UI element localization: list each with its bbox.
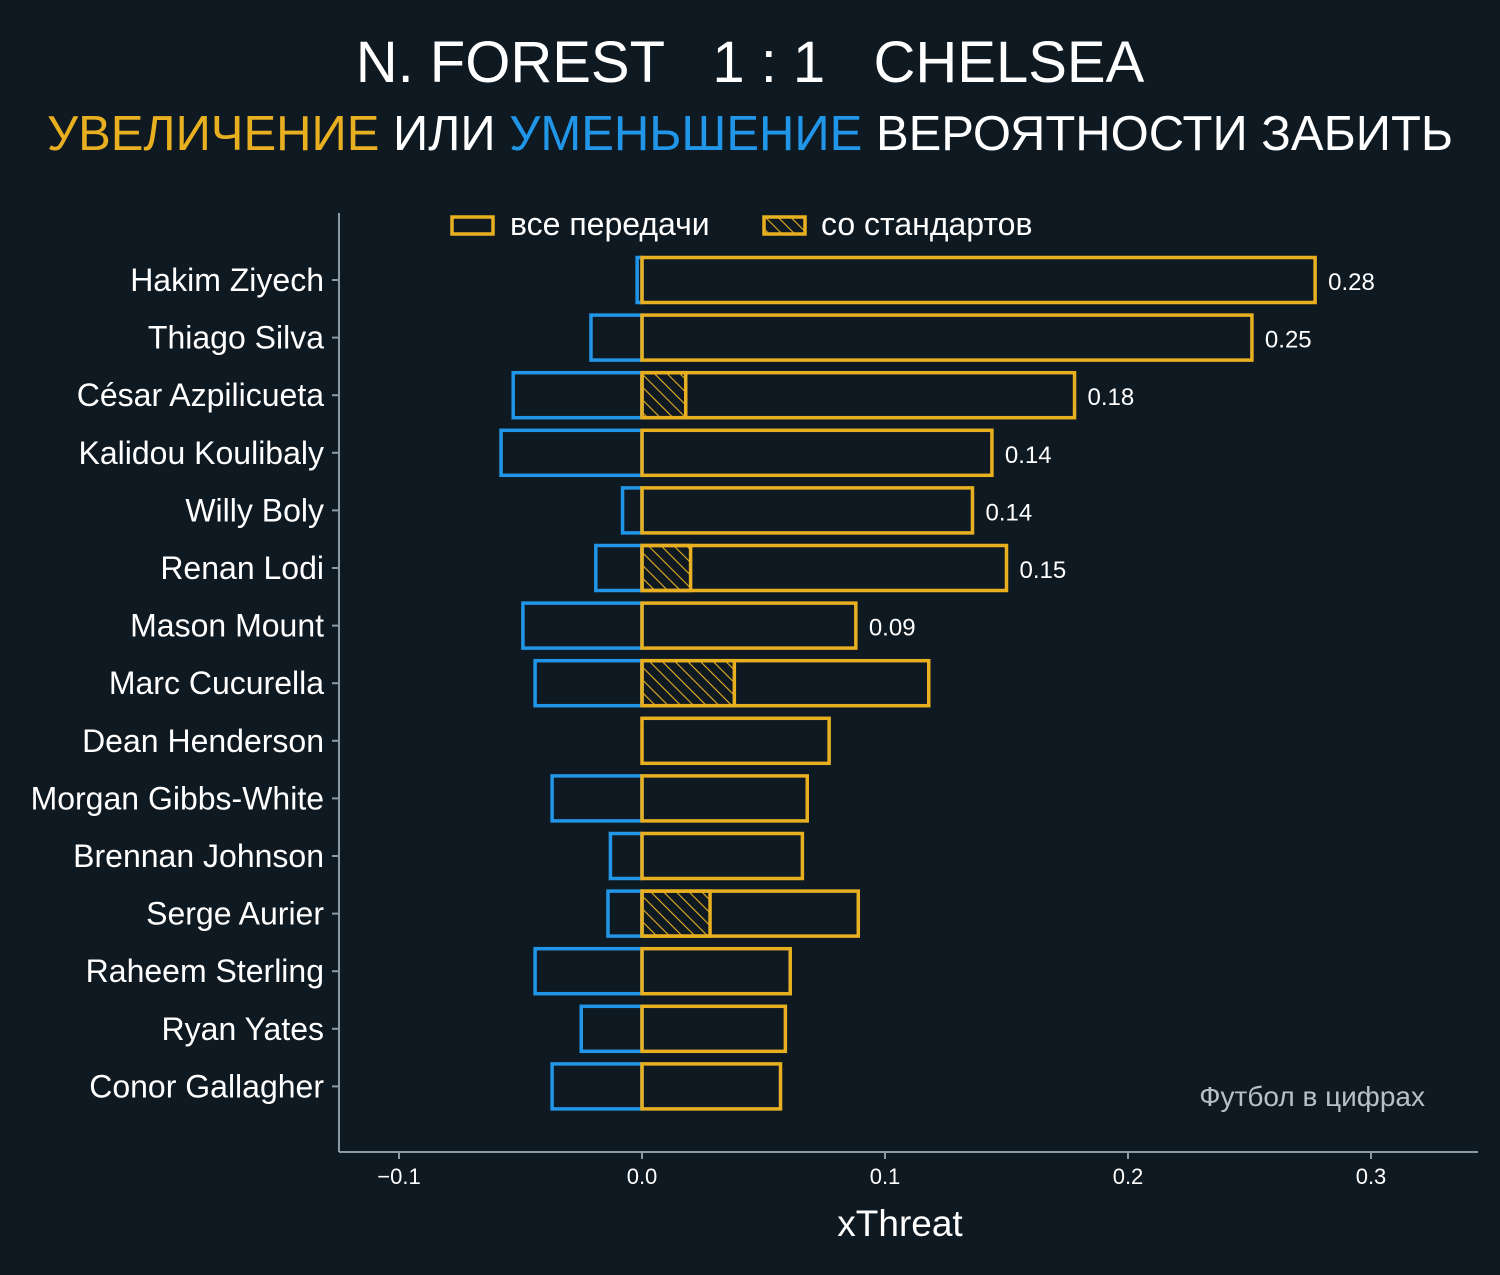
- bar-increase-thiago-silva: [640, 313, 1254, 362]
- x-ticks: −0.1 0.0 0.1 0.2 0.3: [377, 1152, 1386, 1189]
- player-label-marc-cucurella: Marc Cucurella: [109, 665, 324, 701]
- bar-increase-ryan-yates: [640, 1004, 788, 1054]
- player-label-kalidou-koulibaly: Kalidou Koulibaly: [79, 435, 325, 471]
- bar-increase-brennan-johnson: [640, 831, 805, 881]
- bar-increase-marc-cucurella: [640, 658, 931, 708]
- value-label-thiago-silva: 0.25: [1265, 327, 1312, 354]
- bar-decrease-mason-mount: [521, 601, 644, 650]
- value-label-cesar-azpilicueta: 0.18: [1088, 384, 1135, 411]
- bar-increase-serge-aurier: [640, 889, 861, 938]
- x-tick-label: 0.0: [627, 1164, 658, 1189]
- bar-increase-dean-henderson: [640, 716, 831, 766]
- bar-decrease-kalidou-koulibaly: [499, 428, 644, 478]
- credit-text: Футбол в цифрах: [1199, 1081, 1425, 1112]
- bar-set-pieces-cesar-azpilicueta: [640, 370, 688, 420]
- bar-increase-mason-mount: [640, 601, 858, 650]
- x-tick-label: 0.1: [870, 1164, 901, 1189]
- player-label-renan-lodi: Renan Lodi: [160, 550, 324, 586]
- value-labels: 0.28 0.25 0.18 0.14 0.14 0.15 0.09: [869, 269, 1375, 642]
- value-label-willy-boly: 0.14: [985, 499, 1032, 526]
- bar-decrease-brennan-johnson: [608, 831, 644, 881]
- value-label-renan-lodi: 0.15: [1020, 557, 1067, 584]
- player-label-morgan-gibbs-white: Morgan Gibbs-White: [31, 780, 324, 816]
- chart-subtitle: УВЕЛИЧЕНИЕ ИЛИ УМЕНЬШЕНИЕ ВЕРОЯТНОСТИ ЗА…: [0, 104, 1500, 164]
- player-label-hakim-ziyech: Hakim Ziyech: [130, 262, 324, 298]
- player-labels: Hakim Ziyech Thiago Silva César Azpilicuet…: [31, 262, 339, 1104]
- legend-swatch-all-passes: [450, 215, 495, 236]
- bar-increase-hakim-ziyech: [640, 255, 1317, 305]
- player-label-serge-aurier: Serge Aurier: [146, 896, 324, 932]
- bar-increase-willy-boly: [640, 486, 975, 535]
- player-label-dean-henderson: Dean Henderson: [82, 723, 324, 759]
- bar-decrease-raheem-sterling: [533, 946, 644, 996]
- bar-decrease-conor-gallagher: [550, 1062, 644, 1111]
- bar-decrease-morgan-gibbs-white: [550, 774, 644, 823]
- bar-increase-renan-lodi: [640, 543, 1009, 593]
- bar-decrease-serge-aurier: [606, 889, 644, 938]
- legend-swatch-set-pieces: [762, 215, 807, 236]
- bar-decrease-cesar-azpilicueta: [511, 370, 644, 420]
- bar-increase-raheem-sterling: [640, 946, 792, 996]
- subtitle-increase: УВЕЛИЧЕНИЕ: [46, 107, 380, 161]
- bar-set-pieces-marc-cucurella: [640, 658, 737, 708]
- axes: [338, 213, 1478, 1153]
- x-tick-label: 0.3: [1356, 1164, 1387, 1189]
- bar-increase-cesar-azpilicueta: [640, 370, 1077, 420]
- bars: [499, 255, 1317, 1111]
- player-label-mason-mount: Mason Mount: [130, 608, 324, 644]
- bar-decrease-thiago-silva: [589, 313, 644, 362]
- bar-decrease-marc-cucurella: [533, 658, 644, 708]
- bar-increase-conor-gallagher: [640, 1062, 783, 1111]
- x-tick-label: −0.1: [377, 1164, 420, 1189]
- bar-decrease-willy-boly: [620, 486, 644, 535]
- player-label-thiago-silva: Thiago Silva: [148, 320, 324, 356]
- player-label-raheem-sterling: Raheem Sterling: [86, 953, 324, 989]
- player-label-willy-boly: Willy Boly: [185, 492, 324, 528]
- value-label-mason-mount: 0.09: [869, 615, 916, 642]
- bar-increase-kalidou-koulibaly: [640, 428, 994, 478]
- value-label-hakim-ziyech: 0.28: [1328, 269, 1375, 296]
- x-axis-title: xThreat: [837, 1203, 963, 1244]
- subtitle-decrease: УМЕНЬШЕНИЕ: [509, 107, 863, 161]
- bar-increase-morgan-gibbs-white: [640, 774, 809, 823]
- bar-set-pieces-renan-lodi: [640, 543, 693, 593]
- subtitle-rest: ВЕРОЯТНОСТИ ЗАБИТЬ: [862, 107, 1454, 161]
- bar-decrease-renan-lodi: [594, 543, 644, 593]
- player-label-cesar-azpilicueta: César Azpilicueta: [77, 377, 324, 413]
- player-label-ryan-yates: Ryan Yates: [162, 1011, 324, 1047]
- subtitle-or: ИЛИ: [379, 107, 510, 161]
- player-label-conor-gallagher: Conor Gallagher: [89, 1068, 324, 1104]
- legend-label-all-passes: все передачи: [510, 206, 710, 242]
- match-title: N. FOREST 1 : 1 CHELSEA: [355, 30, 1145, 95]
- legend: все передачи со стандартов: [450, 206, 1032, 242]
- legend-label-set-pieces: со стандартов: [821, 206, 1032, 242]
- bar-decrease-ryan-yates: [579, 1004, 644, 1054]
- bar-set-pieces-serge-aurier: [640, 889, 712, 938]
- value-label-kalidou-koulibaly: 0.14: [1005, 442, 1052, 469]
- x-tick-label: 0.2: [1113, 1164, 1144, 1189]
- player-label-brennan-johnson: Brennan Johnson: [73, 838, 324, 874]
